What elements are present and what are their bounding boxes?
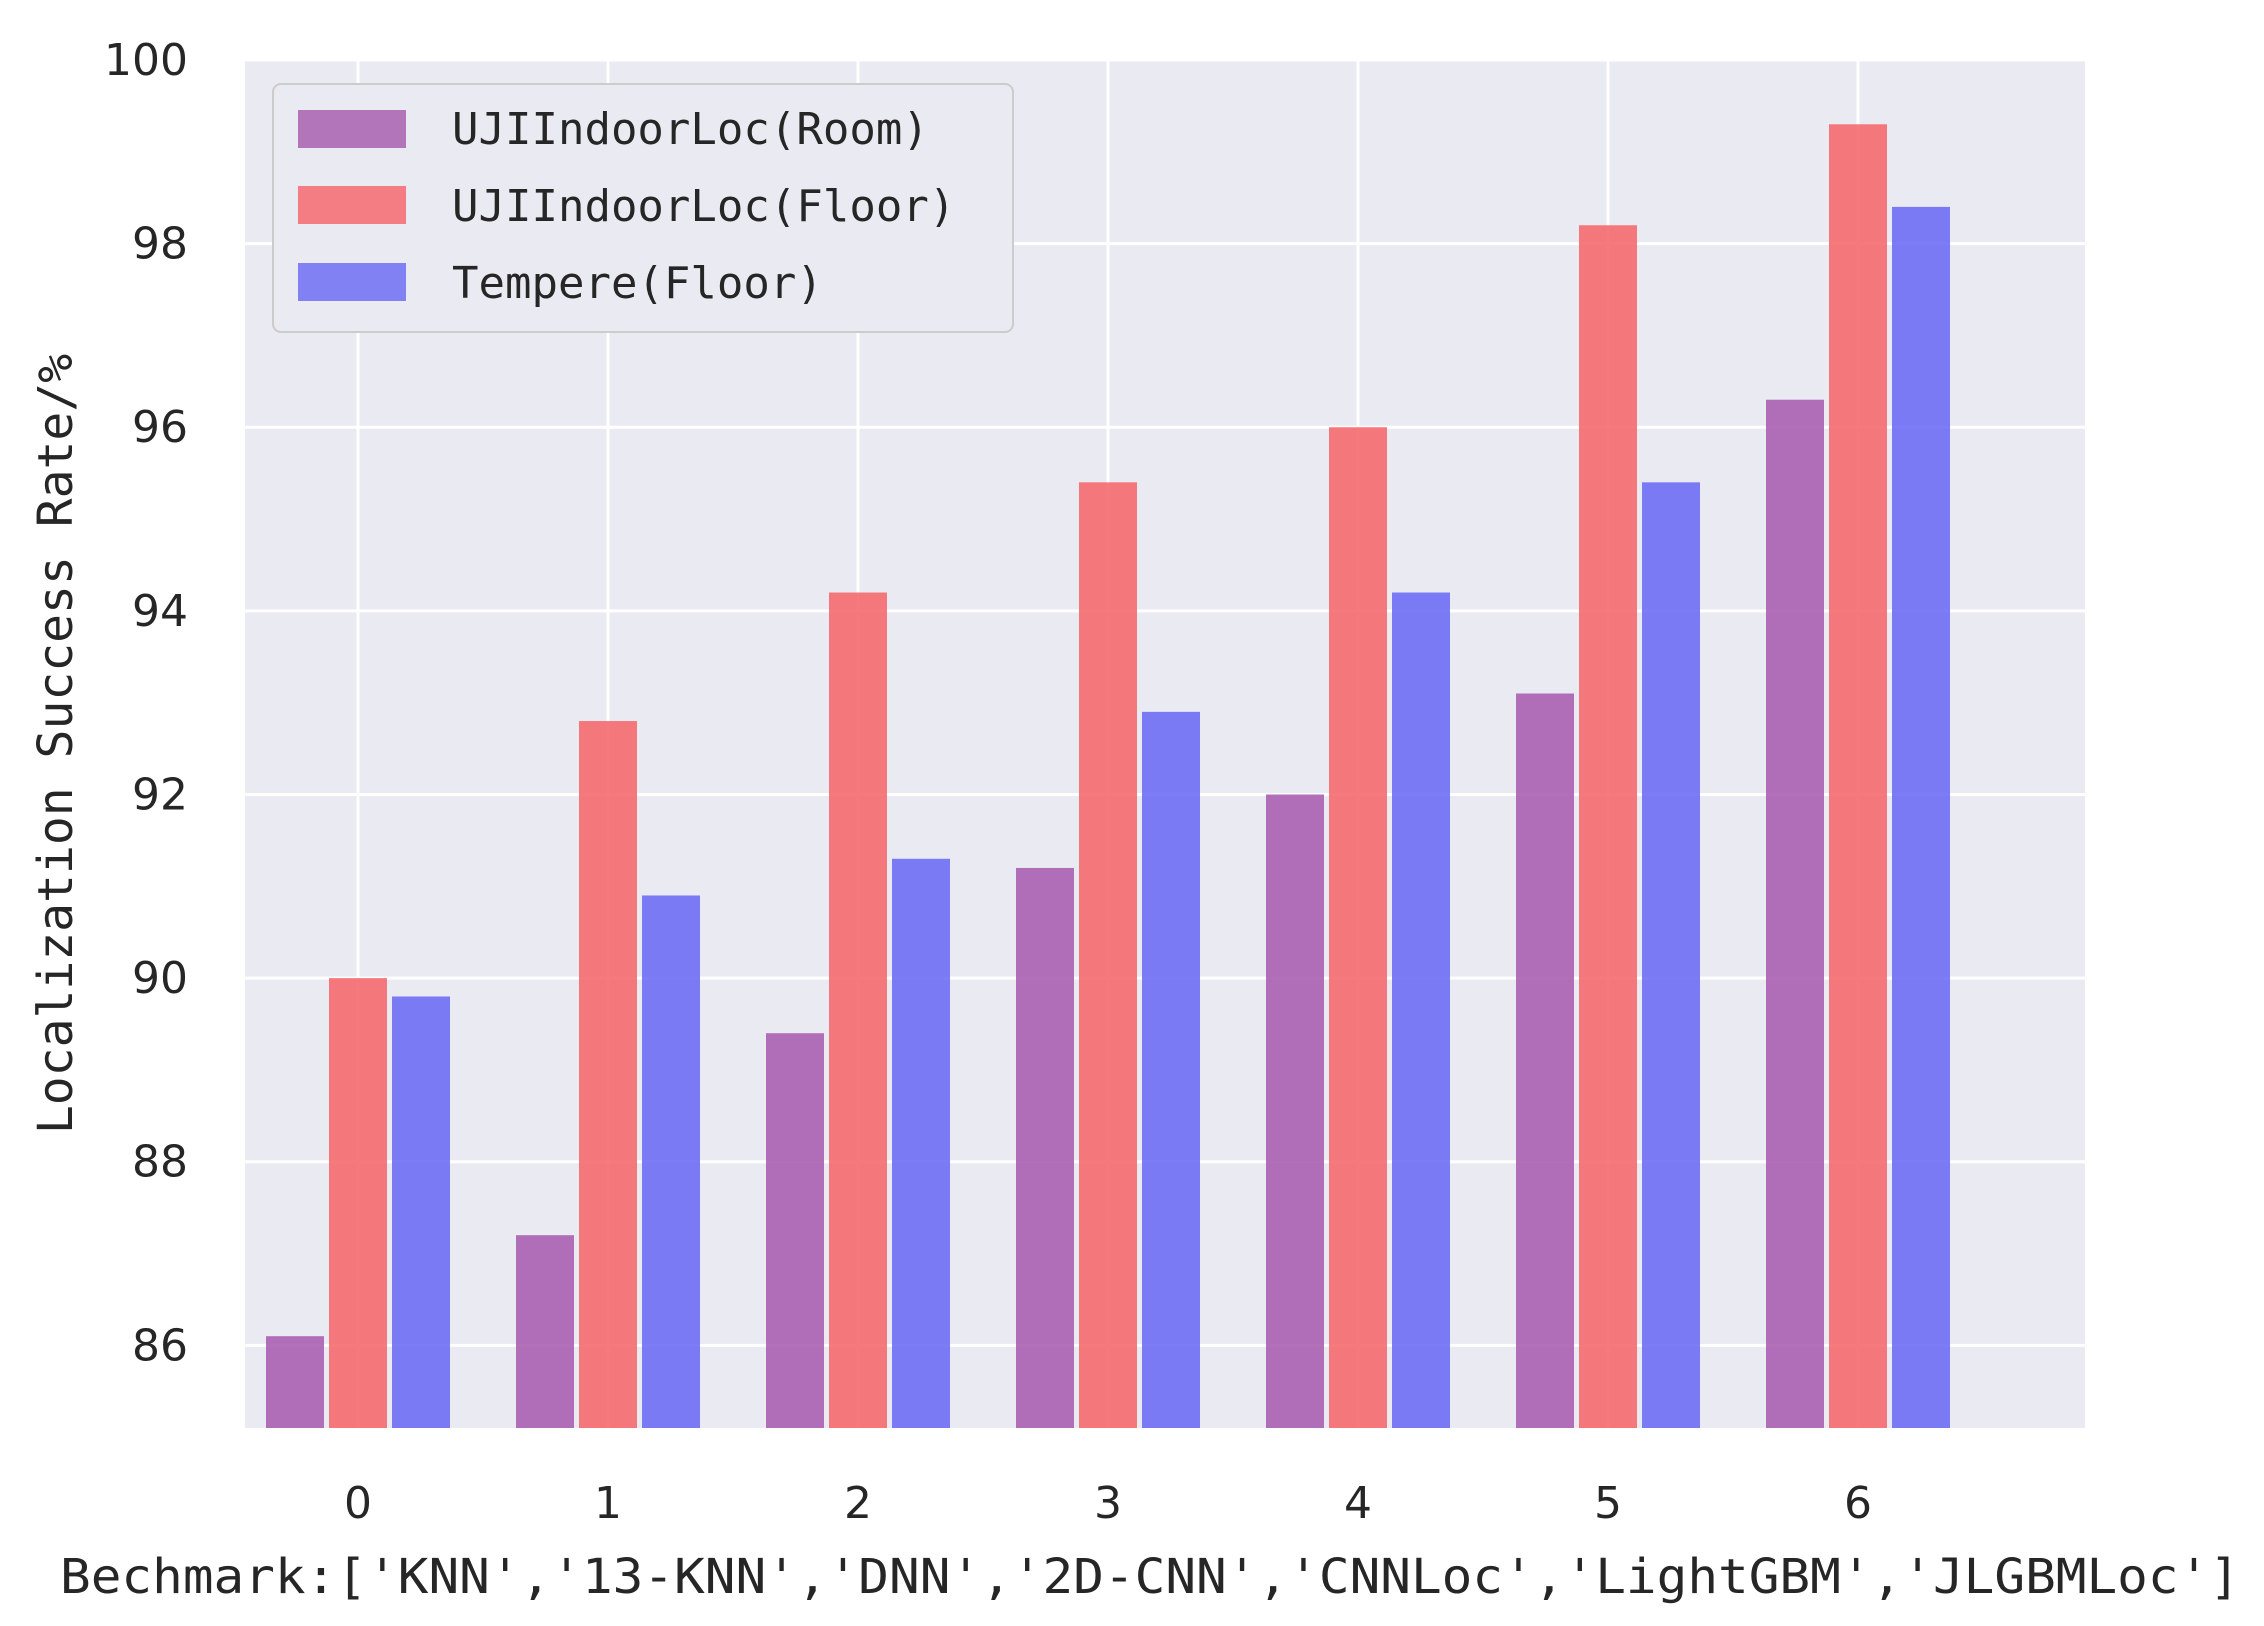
- legend-swatch-floor: [298, 186, 406, 224]
- y-tick-label: 96: [132, 402, 188, 453]
- x-axis-label: Bechmark:['KNN','13-KNN','DNN','2D-CNN',…: [60, 1549, 2240, 1605]
- y-tick-labels: 86 88 90 92 94 96 98 100: [104, 35, 188, 1371]
- bar-floor-0: [329, 978, 387, 1428]
- bar-floor-6: [1829, 124, 1887, 1429]
- legend: UJIIndoorLoc(Room) UJIIndoorLoc(Floor) T…: [272, 83, 1014, 333]
- bar-floor-1: [579, 721, 637, 1428]
- bar-tempere-6: [1892, 206, 1950, 1429]
- y-tick-label: 94: [132, 586, 188, 637]
- bar-floor-2: [829, 592, 887, 1428]
- bar-room-5: [1516, 693, 1574, 1428]
- bar-floor-4: [1329, 427, 1387, 1429]
- bar-tempere-2: [892, 858, 950, 1428]
- x-tick-label: 1: [594, 1478, 622, 1529]
- y-tick-label: 100: [104, 35, 188, 86]
- y-axis-label: Localization Success Rate/%: [28, 354, 84, 1134]
- bar-room-6: [1766, 399, 1824, 1428]
- x-tick-label: 6: [1844, 1478, 1872, 1529]
- x-tick-labels: 0 1 2 3 4 5 6: [344, 1478, 1872, 1529]
- legend-label-floor: UJIIndoorLoc(Floor): [452, 181, 955, 232]
- x-tick-label: 5: [1594, 1478, 1622, 1529]
- bar-tempere-0: [392, 996, 450, 1428]
- y-tick-label: 90: [132, 953, 188, 1004]
- bar-tempere-1: [642, 895, 700, 1428]
- bar-tempere-3: [1142, 711, 1200, 1428]
- bar-room-3: [1016, 867, 1074, 1428]
- bar-floor-5: [1579, 225, 1637, 1429]
- x-tick-label: 3: [1094, 1478, 1122, 1529]
- bar-room-2: [766, 1033, 824, 1428]
- bar-floor-3: [1079, 482, 1137, 1428]
- x-tick-label: 4: [1344, 1478, 1372, 1529]
- legend-swatch-room: [298, 110, 406, 148]
- bar-tempere-4: [1392, 592, 1450, 1428]
- legend-swatch-tempere: [298, 263, 406, 301]
- bar-room-4: [1266, 794, 1324, 1428]
- bar-room-0: [266, 1336, 324, 1428]
- y-tick-label: 92: [132, 769, 188, 820]
- y-tick-label: 86: [132, 1320, 188, 1371]
- x-tick-label: 2: [844, 1478, 872, 1529]
- legend-label-tempere: Tempere(Floor): [452, 258, 823, 309]
- bar-room-1: [516, 1235, 574, 1428]
- bar-tempere-5: [1642, 482, 1700, 1428]
- legend-box: [272, 83, 1014, 333]
- x-tick-label: 0: [344, 1478, 372, 1529]
- y-tick-label: 98: [132, 219, 188, 270]
- y-tick-label: 88: [132, 1137, 188, 1188]
- bars: [266, 124, 1950, 1429]
- legend-label-room: UJIIndoorLoc(Room): [452, 104, 929, 155]
